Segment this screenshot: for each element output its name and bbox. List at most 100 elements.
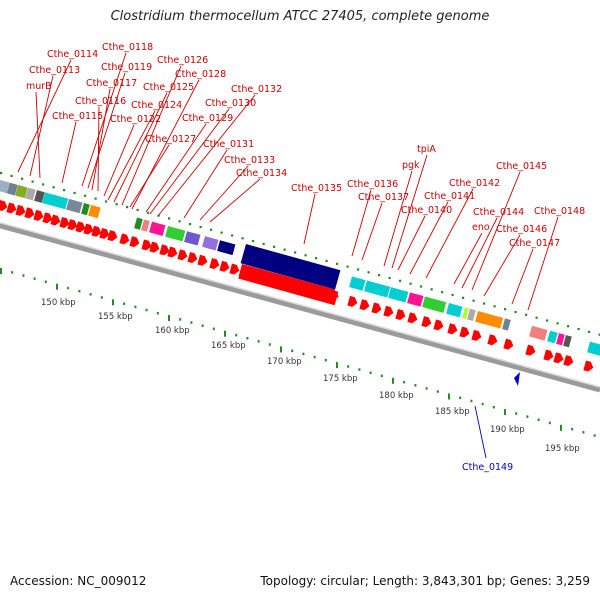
- scale-tick: [44, 280, 47, 284]
- scale-tick: [459, 396, 462, 400]
- gene-arrow: [447, 323, 458, 335]
- gene-label: Cthe_0116: [75, 96, 126, 107]
- scale-tick: [414, 384, 417, 387]
- gene-label: Cthe_0147: [509, 238, 560, 249]
- scale-tick: [89, 293, 92, 296]
- gene-arrow: [487, 334, 498, 346]
- scale-tick: [324, 358, 327, 362]
- scale-tick: [156, 311, 159, 315]
- gene-arrow: [59, 216, 70, 228]
- gene-block: [529, 325, 548, 341]
- outer-tick: [598, 333, 600, 336]
- scale-labels: 150 kbp 155 kbp 160 kbp 165 kbp 170 kbp 175 k…: [41, 298, 580, 454]
- gene-block: [388, 287, 409, 303]
- gene-arrow: [0, 200, 8, 211]
- callout-line: [453, 232, 483, 285]
- gene-marker-icon: [514, 372, 520, 386]
- outer-tick: [189, 223, 192, 226]
- outer-tick: [304, 254, 307, 257]
- outer-tick: [115, 203, 118, 206]
- outer-tick: [567, 325, 570, 328]
- callout-line: [199, 165, 249, 221]
- gene-arrow: [383, 305, 394, 317]
- gene-block: [462, 307, 469, 320]
- gene-label: Cthe_0126: [157, 55, 208, 66]
- gene-arrow: [67, 219, 78, 231]
- outer-tick: [325, 259, 328, 263]
- gene-block: [364, 280, 391, 298]
- gene-block: [446, 303, 463, 318]
- outer-tick: [462, 296, 465, 299]
- gene-label: tpiA: [417, 144, 436, 155]
- scale-tick: [448, 393, 450, 400]
- gene-label: Cthe_0142: [449, 178, 500, 189]
- outer-tick: [273, 245, 276, 248]
- gene-block: [149, 221, 166, 236]
- gene-label: Cthe_0127: [145, 134, 196, 145]
- scale-tick: [392, 377, 394, 384]
- gene-arrow: [421, 316, 432, 328]
- gene-block: [88, 204, 101, 219]
- scale-tick: [145, 308, 148, 312]
- gene-arrow: [33, 209, 44, 221]
- callout-line: [145, 123, 207, 213]
- callout-line: [107, 110, 156, 201]
- scale-tick: [190, 321, 193, 324]
- gene-label: Cthe_0146: [496, 224, 547, 235]
- outer-tick: [357, 268, 360, 271]
- gene-label: Cthe_0118: [102, 42, 153, 53]
- gene-arrow: [563, 355, 574, 367]
- scale-label: 160 kbp: [155, 326, 190, 336]
- scale-tick: [403, 380, 406, 384]
- callout-line: [131, 79, 200, 210]
- outer-tick: [420, 285, 423, 288]
- callout-line: [129, 144, 170, 208]
- gene-arrow: [6, 202, 17, 214]
- gene-arrow: [42, 212, 53, 224]
- scale-tick: [112, 299, 114, 306]
- scale-tick: [291, 349, 294, 353]
- callout-line: [113, 92, 168, 203]
- outer-tick: [556, 322, 559, 325]
- gene-arrow: [503, 338, 514, 350]
- outer-tick: [63, 189, 66, 192]
- outer-tick: [84, 194, 87, 197]
- gene-block: [7, 182, 18, 196]
- outer-tick: [241, 237, 244, 240]
- callout-line: [471, 171, 521, 291]
- gene-label: Cthe_0132: [231, 84, 282, 95]
- outer-tick: [588, 330, 591, 333]
- label-callouts: [17, 52, 559, 459]
- callout-line: [81, 52, 127, 187]
- gene-arrow: [209, 258, 220, 270]
- scale-tick: [100, 296, 103, 299]
- outer-tick: [315, 257, 318, 260]
- outer-tick: [136, 208, 139, 212]
- gene-label: Cthe_0122: [110, 114, 161, 125]
- scale-tick: [22, 274, 25, 277]
- gene-arrow: [107, 230, 118, 242]
- callout-line: [149, 108, 230, 215]
- scale-tick: [212, 327, 215, 331]
- scale-tick: [515, 412, 518, 415]
- outer-tick: [535, 316, 538, 319]
- scale-label: 185 kbp: [435, 407, 470, 417]
- gene-block: [407, 292, 424, 307]
- callout-line: [303, 193, 316, 245]
- outer-tick-ring: [0, 172, 600, 336]
- callout-line: [103, 124, 135, 197]
- gene-arrow: [177, 249, 188, 261]
- outer-tick: [472, 299, 475, 302]
- scale-tick: [436, 390, 439, 393]
- outer-tick: [126, 206, 129, 209]
- gene-label: Cthe_0119: [101, 62, 152, 73]
- gene-arrow: [83, 223, 94, 235]
- outer-tick: [367, 271, 370, 274]
- scale-label: 150 kbp: [41, 298, 76, 308]
- gene-arrow: [433, 319, 444, 331]
- scale-tick: [369, 371, 372, 374]
- outer-tick: [525, 313, 528, 316]
- gene-arrow: [24, 207, 35, 219]
- outer-tick: [294, 251, 297, 254]
